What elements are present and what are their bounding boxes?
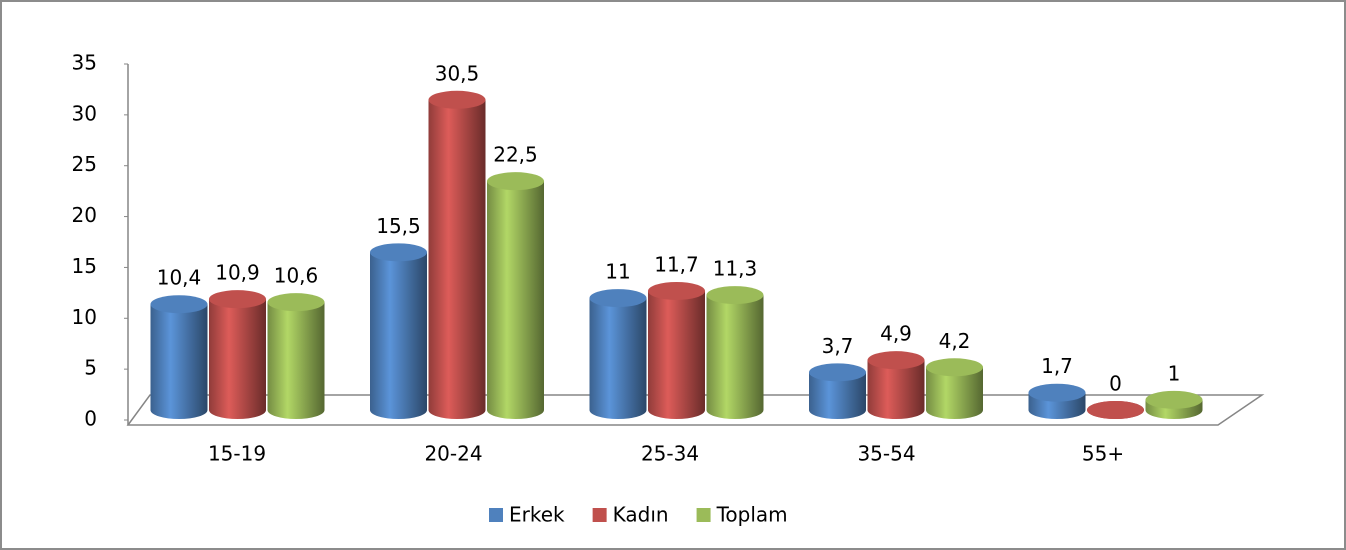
bar bbox=[209, 299, 266, 410]
bar-top bbox=[150, 295, 208, 314]
x-tick-label: 15-19 bbox=[208, 442, 266, 466]
data-label: 30,5 bbox=[435, 61, 480, 85]
data-label: 22,5 bbox=[493, 143, 538, 167]
data-label: 4,2 bbox=[939, 329, 971, 353]
bar bbox=[267, 302, 325, 410]
bar-top bbox=[1145, 390, 1203, 409]
x-tick-label: 55+ bbox=[1082, 442, 1124, 466]
data-label: 11 bbox=[605, 260, 630, 284]
bar bbox=[487, 181, 544, 410]
bar bbox=[370, 252, 427, 410]
data-label: 10,4 bbox=[157, 266, 202, 290]
bar bbox=[648, 290, 705, 410]
data-label: 4,9 bbox=[880, 322, 912, 346]
y-tick-label: 25 bbox=[72, 152, 97, 176]
data-label: 11,7 bbox=[654, 252, 699, 276]
data-label: 1,7 bbox=[1041, 354, 1073, 378]
data-label: 11,3 bbox=[713, 257, 758, 281]
data-label: 15,5 bbox=[376, 214, 421, 238]
bar bbox=[150, 304, 208, 410]
y-tick-label: 30 bbox=[72, 101, 97, 125]
y-tick-label: 0 bbox=[84, 407, 97, 431]
bar-top bbox=[706, 286, 764, 305]
x-tick-label: 25-34 bbox=[641, 442, 699, 466]
legend-label: Toplam bbox=[716, 503, 788, 527]
bar-top bbox=[1087, 401, 1144, 419]
data-label: 3,7 bbox=[822, 334, 854, 358]
legend-swatch bbox=[489, 508, 503, 522]
legend-label: Erkek bbox=[509, 503, 565, 527]
data-label: 10,9 bbox=[215, 261, 260, 285]
bar-top bbox=[648, 281, 705, 300]
bar-top bbox=[267, 293, 325, 312]
y-tick-label: 35 bbox=[72, 51, 97, 75]
bar bbox=[428, 99, 486, 411]
data-label: 0 bbox=[1109, 372, 1122, 396]
legend-label: Kadın bbox=[613, 503, 669, 527]
bar bbox=[589, 298, 647, 410]
y-tick-label: 5 bbox=[84, 356, 97, 380]
bar-top bbox=[209, 290, 266, 309]
bar-top bbox=[487, 172, 544, 191]
data-label: 1 bbox=[1168, 361, 1181, 385]
legend-swatch bbox=[592, 508, 607, 522]
bar-top bbox=[926, 358, 983, 377]
bar-top bbox=[1028, 383, 1086, 402]
bar-top bbox=[428, 90, 486, 109]
x-tick-label: 35-54 bbox=[857, 442, 915, 466]
bar bbox=[706, 295, 764, 410]
bar-top bbox=[589, 289, 647, 308]
data-label: 10,6 bbox=[274, 264, 319, 288]
y-tick-label: 20 bbox=[72, 203, 97, 227]
bar-top bbox=[867, 351, 925, 370]
bar-top bbox=[809, 363, 866, 382]
x-tick-label: 20-24 bbox=[424, 442, 482, 466]
bar-top bbox=[370, 243, 427, 262]
y-tick-label: 10 bbox=[72, 305, 97, 329]
legend-swatch bbox=[696, 508, 711, 522]
y-tick-label: 15 bbox=[72, 254, 97, 278]
